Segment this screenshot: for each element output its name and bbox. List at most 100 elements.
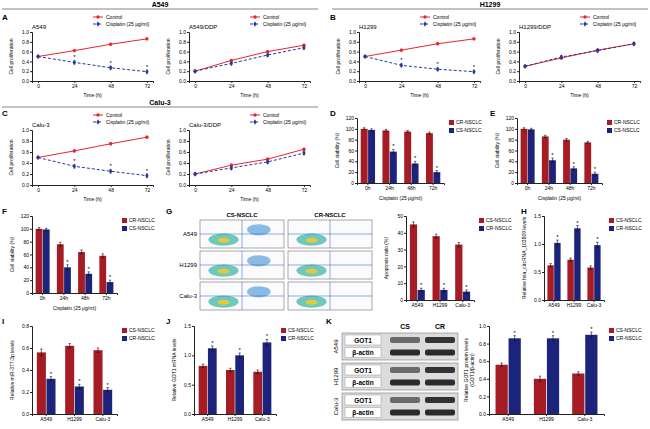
plot-area — [523, 41, 635, 69]
bar — [208, 348, 217, 414]
x-axis-tick: 0 — [37, 81, 40, 89]
panel-label: G — [166, 207, 172, 216]
x-axis-tick-label: 24 — [72, 187, 78, 193]
legend-swatch — [122, 336, 127, 341]
x-axis: A549H1299Calu-3 — [195, 414, 277, 422]
y-axis-tick-label: 0.6 — [22, 49, 29, 55]
legend-label: Cisplatin (25 μg/ml) — [106, 21, 150, 27]
y-axis-tick-mark — [30, 348, 32, 349]
y-axis-tick-mark — [187, 174, 189, 175]
point — [472, 37, 475, 40]
y-axis-tick: 1.5 — [534, 213, 544, 219]
error-bar — [202, 364, 204, 368]
y-axis-tick-mark — [187, 32, 189, 33]
legend-label: Cisplatin (25 μg/ml) — [593, 21, 637, 27]
flow-row-label: Calu-3 — [179, 293, 197, 299]
y-axis-tick: 80 — [508, 137, 517, 143]
y-axis-tick-label: 10 — [397, 280, 403, 286]
x-axis-tick: Calu-3 — [455, 300, 470, 308]
y-axis-tick-label: 0.8 — [349, 39, 356, 45]
x-axis-line — [190, 186, 311, 188]
legend-swatch — [449, 120, 454, 125]
legend-entry: CR-NSCLC — [449, 119, 482, 125]
flow-frame — [288, 282, 372, 310]
y-axis-tick: 20 — [508, 169, 517, 175]
legend-label: CS-NSCLC — [486, 217, 512, 223]
y-axis-tick: 1.0 — [22, 29, 32, 35]
y-axis-tick: 0.5 — [534, 269, 544, 275]
y-axis-tick: 0.4 — [179, 160, 189, 166]
annotation: * — [443, 282, 446, 288]
y-axis-tick-mark — [192, 414, 194, 415]
error-bar — [385, 129, 387, 131]
point — [266, 159, 269, 165]
y-axis-title: Cell proliferation — [335, 38, 341, 74]
bar — [36, 229, 43, 293]
y-axis-title: Cell viability (%) — [494, 132, 500, 168]
y-axis-tick-mark — [30, 216, 32, 217]
y-axis-tick: 40 — [23, 264, 32, 270]
y-axis: 020406080100120 — [21, 213, 33, 296]
point — [266, 52, 269, 58]
x-axis: A549H1299Calu-3 — [33, 414, 118, 422]
y-axis-tick-mark — [355, 129, 357, 130]
y-axis-tick: 1.0 — [184, 352, 194, 358]
bar — [542, 136, 549, 183]
error-bar — [88, 272, 90, 276]
point — [363, 54, 366, 60]
y-axis-tick: 0.0 — [509, 78, 519, 84]
annotation: * — [596, 236, 599, 242]
bar — [46, 379, 55, 414]
flow-cluster — [208, 295, 238, 307]
x-axis-tick: 48 — [595, 81, 601, 89]
y-axis-tick: 0.5 — [184, 382, 194, 388]
error-bar — [102, 254, 104, 258]
x-axis-tick-label: 48h — [407, 185, 416, 191]
y-axis-tick-label: 0.4 — [22, 367, 29, 373]
bar — [572, 374, 584, 414]
x-axis-title: Time (h) — [410, 92, 429, 98]
x-axis-tick: 0 — [524, 81, 527, 89]
legend-entry: CR-NSCLC — [281, 335, 314, 341]
annotation: * — [50, 371, 53, 377]
bar — [563, 140, 570, 183]
chart-title: A549 — [32, 24, 47, 30]
legend-swatch — [281, 328, 286, 333]
y-axis-tick-mark — [187, 42, 189, 43]
bar — [361, 129, 368, 183]
y-axis-tick-label: 40 — [348, 158, 354, 164]
y-axis-tick: 0.0 — [179, 78, 189, 84]
y-axis-tick-label: 80 — [348, 137, 354, 143]
error-bar — [513, 336, 515, 341]
error-bar — [596, 242, 598, 248]
x-axis-tick: Calu-3 — [587, 300, 602, 308]
y-axis-tick-label: 60 — [508, 148, 514, 154]
x-axis-tick-label: H1299 — [433, 302, 448, 308]
flow-cluster — [247, 255, 271, 266]
x-axis-tick-label: Calu-3 — [587, 302, 602, 308]
annotation: * — [106, 382, 109, 388]
x-axis-tick-label: 0 — [364, 83, 367, 89]
error-bar — [80, 250, 82, 254]
legend-swatch — [607, 128, 612, 133]
y-axis-tick-mark — [30, 255, 32, 256]
legend-label: CS-NSCLC — [129, 225, 155, 231]
y-axis-tick-mark — [355, 161, 357, 162]
y-axis-tick: 0 — [511, 180, 517, 186]
bar — [570, 168, 577, 183]
error-bar — [412, 222, 414, 227]
chart: 02448720.00.20.40.60.81.0Calu-3/DDPContr… — [165, 112, 311, 202]
bar — [93, 350, 102, 414]
y-axis-tick: 100 — [21, 226, 32, 232]
blot-label-box — [345, 335, 381, 345]
error-bar — [266, 339, 268, 345]
chart: A549H1299Calu-30.00.20.40.60.81.0***CS-N… — [463, 323, 642, 421]
x-axis-tick-label: 48 — [108, 83, 114, 89]
chart: A549H1299Calu-30.00.51.01.5***CS-NSCLCCR… — [521, 213, 642, 307]
y-axis-tick: 0.2 — [22, 389, 32, 395]
bar — [410, 224, 417, 300]
y-axis-tick-mark — [487, 361, 489, 362]
y-axis: 0.00.20.40.60.81.0 — [179, 29, 189, 84]
point — [109, 43, 112, 46]
y-axis-tick: 100 — [346, 126, 357, 132]
